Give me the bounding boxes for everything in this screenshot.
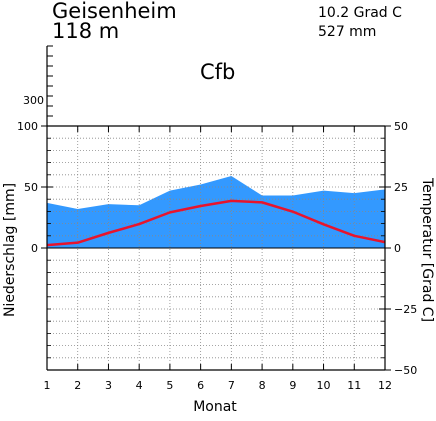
right-tick-label: 25	[394, 181, 408, 194]
x-tick-label: 12	[378, 379, 392, 392]
x-tick-label: 11	[347, 379, 361, 392]
left-tick-label: 300	[23, 94, 44, 107]
right-tick-label: −25	[394, 303, 417, 316]
x-tick-label: 9	[289, 379, 296, 392]
annual-precipitation: 527 mm	[318, 24, 376, 40]
x-tick-label: 7	[228, 379, 235, 392]
right-axis-title: Temperatur [Grad C]	[419, 177, 435, 322]
x-tick-label: 1	[44, 379, 51, 392]
right-tick-label: 0	[394, 242, 401, 255]
left-tick-label: 0	[31, 242, 38, 255]
x-tick-label: 10	[317, 379, 331, 392]
x-tick-label: 6	[197, 379, 204, 392]
x-tick-label: 5	[166, 379, 173, 392]
x-tick-label: 4	[136, 379, 143, 392]
right-tick-label: 50	[394, 120, 408, 133]
grid-layer	[47, 126, 385, 370]
right-tick-label: −50	[394, 364, 417, 377]
x-tick-label: 2	[74, 379, 81, 392]
x-axis-title: Monat	[193, 399, 237, 415]
x-tick-label: 3	[105, 379, 112, 392]
left-tick-label: 100	[17, 120, 38, 133]
station-elevation: 118 m	[52, 19, 119, 43]
left-tick-label: 50	[24, 181, 38, 194]
x-tick-label: 8	[259, 379, 266, 392]
mean-temperature: 10.2 Grad C	[318, 5, 402, 21]
left-axis-title: Niederschlag [mm]	[2, 183, 18, 317]
climate-classification: Cfb	[200, 60, 235, 84]
